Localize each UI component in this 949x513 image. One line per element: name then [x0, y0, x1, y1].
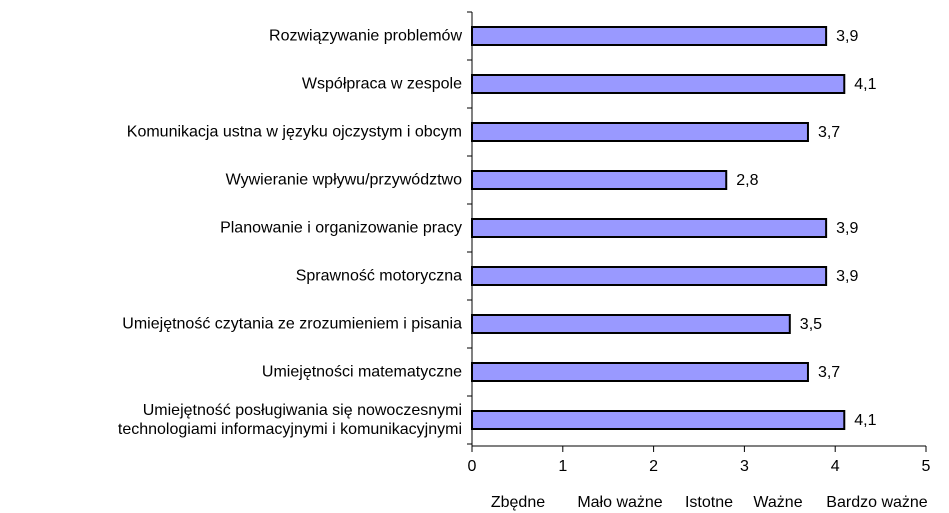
bar — [471, 314, 791, 334]
value-label: 3,9 — [836, 268, 858, 285]
value-label: 3,9 — [836, 220, 858, 237]
scale-annotation: Zbędne — [491, 494, 545, 511]
value-label: 2,8 — [736, 172, 758, 189]
x-tick-label: 3 — [740, 458, 749, 475]
bar — [471, 266, 828, 286]
value-label: 3,9 — [836, 28, 858, 45]
bar — [471, 170, 728, 190]
category-label: Rozwiązywanie problemów — [269, 27, 462, 45]
scale-annotation: Ważne — [753, 494, 802, 511]
scale-annotation: Mało ważne — [577, 494, 662, 511]
x-tick-label: 1 — [558, 458, 567, 475]
value-label: 3,5 — [800, 316, 822, 333]
category-label: Umiejętność posługiwania się nowoczesnym… — [117, 402, 462, 438]
value-label: 4,1 — [854, 412, 876, 429]
bar — [471, 122, 809, 142]
bar — [471, 26, 828, 46]
category-label: Umiejętności matematyczne — [261, 363, 462, 381]
x-tick-label: 4 — [831, 458, 840, 475]
bar — [471, 218, 828, 238]
category-label: Planowanie i organizowanie pracy — [220, 219, 462, 237]
category-label: Współpraca w zespole — [301, 75, 462, 93]
scale-annotation: Bardzo ważne — [826, 494, 927, 511]
category-label: Umiejętność czytania ze zrozumieniem i p… — [122, 315, 462, 333]
category-label: Komunikacja ustna w języku ojczystym i o… — [126, 123, 462, 141]
x-tick-label: 0 — [468, 458, 477, 475]
scale-annotation: Istotne — [685, 494, 733, 511]
x-tick-label: 5 — [922, 458, 931, 475]
value-label: 3,7 — [818, 124, 840, 141]
x-tick-label: 2 — [649, 458, 658, 475]
category-label: Wywieranie wpływu/przywództwo — [225, 171, 462, 189]
bar — [471, 362, 809, 382]
bar — [471, 410, 846, 430]
category-label: Sprawność motoryczna — [295, 267, 462, 285]
value-label: 3,7 — [818, 364, 840, 381]
bar — [471, 74, 846, 94]
value-label: 4,1 — [854, 76, 876, 93]
